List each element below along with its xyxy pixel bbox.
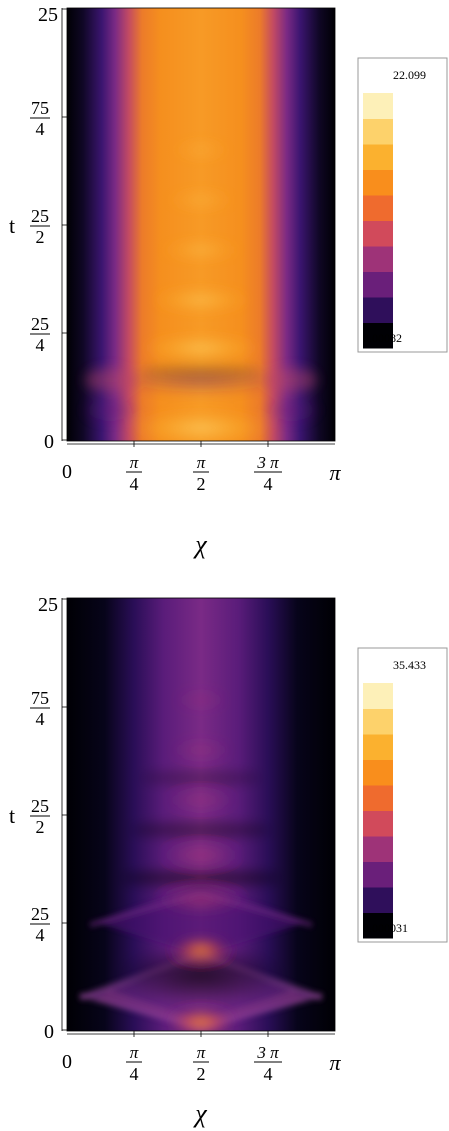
svg-text:25: 25 (31, 206, 49, 226)
svg-text:4: 4 (36, 119, 45, 139)
chart-2-legend: 35.433 0.000031 (357, 647, 448, 943)
chart-2-heatmap (67, 598, 335, 1031)
svg-text:4: 4 (264, 1064, 273, 1084)
svg-text:π: π (329, 460, 341, 485)
chart-1-x-tick-0: 0 (62, 461, 72, 483)
svg-text:π: π (130, 453, 139, 472)
chart-2-legend-swatches (363, 683, 393, 939)
chart-1-legend-swatch-8 (363, 118, 393, 145)
chart-2: 0 25 4 25 2 75 4 25 (9, 594, 448, 1128)
chart-1-y-tick-4: 25 (38, 4, 67, 26)
svg-text:π: π (197, 453, 206, 472)
chart-2-y-ticks: 0 25 4 25 2 75 4 25 (30, 594, 67, 1043)
chart-2-x-tick-3: 3 π 4 (254, 1031, 282, 1084)
chart-2-legend-min: 0.000031 (363, 921, 408, 935)
chart-2-x-tick-4: π (329, 1050, 341, 1075)
chart-1-x-tick-3: 3 π 4 (254, 441, 282, 494)
chart-2-y-tick-0: 0 (44, 1021, 67, 1043)
chart-2-x-ticks: 0 π 4 π 2 3 π 4 π (62, 1031, 341, 1084)
chart-2-legend-swatch-6 (363, 759, 393, 786)
svg-text:4: 4 (130, 474, 139, 494)
chart-1-x-ticks: 0 π 4 π 2 3 π 4 π (62, 441, 341, 494)
chart-1-y-tick-1: 25 4 (30, 314, 67, 355)
chart-1-legend-swatch-6 (363, 169, 393, 196)
svg-text:0: 0 (44, 431, 54, 453)
chart-1-y-tick-0: 0 (44, 431, 67, 453)
chart-1-legend-swatches (363, 93, 393, 349)
chart-1-legend-swatch-0 (363, 322, 393, 349)
svg-text:π: π (329, 1050, 341, 1075)
chart-1-legend-swatch-9 (363, 93, 393, 119)
chart-2-y-axis-title: t (9, 803, 15, 828)
svg-text:2: 2 (197, 474, 206, 494)
svg-text:2: 2 (36, 817, 45, 837)
chart-1-legend-swatch-3 (363, 246, 393, 272)
chart-2-y-tick-4: 25 (38, 594, 67, 616)
svg-text:3 π: 3 π (256, 453, 279, 472)
svg-text:4: 4 (130, 1064, 139, 1084)
svg-text:π: π (197, 1043, 206, 1062)
chart-1-legend-swatch-4 (363, 220, 393, 247)
svg-text:25: 25 (38, 4, 58, 26)
svg-text:25: 25 (31, 796, 49, 816)
chart-2-x-axis-title: χ (192, 1099, 207, 1128)
svg-text:4: 4 (36, 709, 45, 729)
chart-2-legend-swatch-9 (363, 683, 393, 709)
chart-1-legend-swatch-1 (363, 297, 393, 323)
svg-text:2: 2 (197, 1064, 206, 1084)
chart-1-x-tick-2: π 2 (193, 441, 209, 494)
chart-2-y-tick-2: 25 2 (30, 796, 67, 837)
chart-1-x-tick-4: π (329, 460, 341, 485)
chart-1-y-ticks: 0 25 4 25 2 75 4 25 (30, 4, 67, 453)
chart-1: 0 25 4 25 2 75 4 25 (9, 4, 448, 559)
svg-text:π: π (130, 1043, 139, 1062)
chart-1-y-axis-title: t (9, 213, 15, 238)
chart-1-y-tick-2: 25 2 (30, 206, 67, 247)
chart-2-x-tick-2: π 2 (193, 1031, 209, 1084)
chart-2-x-tick-0: 0 (62, 1051, 72, 1073)
chart-1-y-tick-3: 75 4 (30, 98, 67, 139)
svg-text:2: 2 (36, 227, 45, 247)
svg-text:4: 4 (36, 925, 45, 945)
svg-text:75: 75 (31, 688, 49, 708)
chart-2-legend-swatch-1 (363, 887, 393, 913)
chart-1-legend-swatch-7 (363, 144, 393, 170)
svg-text:3 π: 3 π (256, 1043, 279, 1062)
chart-1-x-axis-title: χ (192, 530, 207, 559)
chart-1-x-tick-1: π 4 (126, 441, 142, 494)
svg-text:0: 0 (62, 1051, 72, 1073)
svg-text:0: 0 (44, 1021, 54, 1043)
chart-2-legend-swatch-2 (363, 861, 393, 888)
chart-2-legend-swatch-5 (363, 785, 393, 811)
chart-1-legend-swatch-2 (363, 271, 393, 298)
svg-text:4: 4 (36, 335, 45, 355)
chart-2-legend-swatch-3 (363, 836, 393, 862)
svg-text:0: 0 (62, 461, 72, 483)
chart-1-legend: 22.099 0.00082 (357, 57, 448, 353)
chart-2-y-tick-1: 25 4 (30, 904, 67, 945)
chart-1-legend-swatch-5 (363, 195, 393, 221)
chart-2-x-tick-1: π 4 (126, 1031, 142, 1084)
chart-2-legend-swatch-4 (363, 810, 393, 837)
svg-text:75: 75 (31, 98, 49, 118)
chart-2-legend-swatch-8 (363, 708, 393, 735)
chart-2-legend-swatch-0 (363, 912, 393, 939)
svg-text:25: 25 (38, 594, 58, 616)
chart-1-legend-max: 22.099 (393, 68, 426, 82)
svg-text:4: 4 (264, 474, 273, 494)
chart-2-legend-swatch-7 (363, 734, 393, 760)
svg-text:25: 25 (31, 904, 49, 924)
chart-1-heatmap (67, 8, 335, 441)
chart-1-legend-min: 0.00082 (363, 331, 402, 345)
svg-text:25: 25 (31, 314, 49, 334)
chart-2-legend-max: 35.433 (393, 658, 426, 672)
chart-2-y-tick-3: 75 4 (30, 688, 67, 729)
